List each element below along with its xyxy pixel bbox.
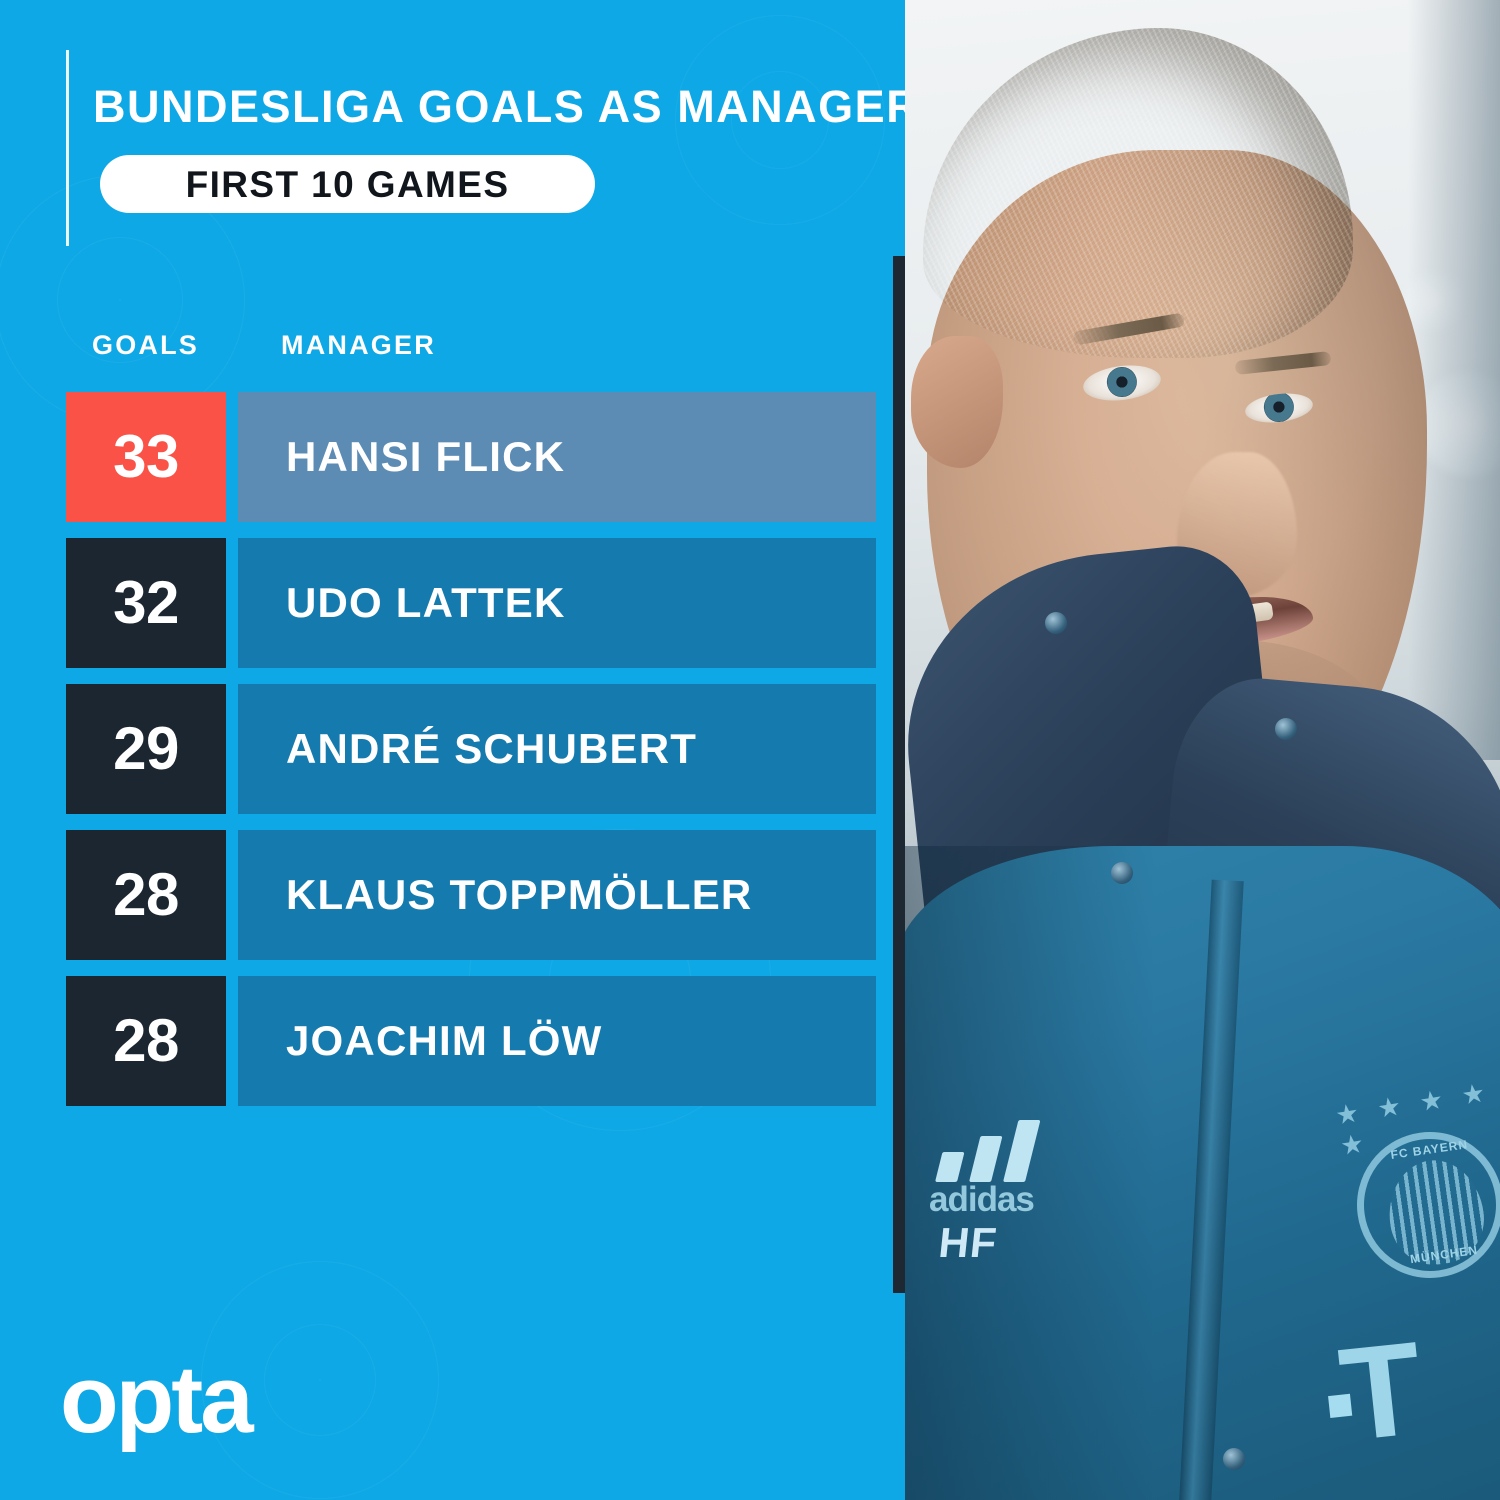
manager-cell: ANDRÉ SCHUBERT [238,684,876,814]
jacket-snap [1223,1448,1245,1470]
header-accent-line [66,50,69,246]
manager-name: UDO LATTEK [286,579,566,626]
manager-initials: HF [936,1219,1000,1266]
iris [1262,390,1296,424]
manager-cell: HANSI FLICK [238,392,876,522]
goals-value: 33 [113,423,179,490]
subtitle-label: FIRST 10 GAMES [185,163,510,205]
page-title: BUNDESLIGA GOALS AS MANAGER [93,81,921,132]
goals-cell: 33 [66,392,226,522]
subtitle-pill: FIRST 10 GAMES [100,155,595,213]
iris [1105,364,1139,399]
table-row: 28 JOACHIM LÖW [66,976,876,1106]
adidas-stripes-icon [935,1118,1071,1182]
manager-cell: KLAUS TOPPMÖLLER [238,830,876,960]
table-row: 28 KLAUS TOPPMÖLLER [66,830,876,960]
manager-name: JOACHIM LÖW [286,1017,603,1064]
goals-cell: 32 [66,538,226,668]
manager-name: ANDRÉ SCHUBERT [286,725,698,772]
jacket-snap [1275,718,1297,740]
goals-cell: 28 [66,976,226,1106]
jacket-snap [1111,862,1133,884]
table-row: 33 HANSI FLICK [66,392,876,522]
manager-cell: JOACHIM LÖW [238,976,876,1106]
column-header-manager: MANAGER [281,330,436,360]
manager-cell: UDO LATTEK [238,538,876,668]
column-header-goals: GOALS [92,330,200,360]
manager-name: KLAUS TOPPMÖLLER [286,871,753,918]
goals-value: 29 [113,715,179,782]
manager-photo: adidas HF ★ ★ ★ ★ ★ FC BAYERN MÜNCHEN T [905,0,1500,1500]
jacket-snap [1045,612,1067,634]
goals-value: 32 [113,569,179,636]
ear [911,336,1003,468]
table-row: 29 ANDRÉ SCHUBERT [66,684,876,814]
adidas-wordmark: adidas [929,1180,1035,1219]
opta-logo: opta [60,1346,254,1453]
goals-cell: 28 [66,830,226,960]
table-row: 32 UDO LATTEK [66,538,876,668]
goals-value: 28 [113,861,179,928]
goals-value: 28 [113,1007,179,1074]
goals-cell: 29 [66,684,226,814]
ranking-table: 33 HANSI FLICK 32 UDO LATTEK 29 ANDRÉ SCHUBER… [66,392,876,1106]
manager-name: HANSI FLICK [286,433,566,480]
